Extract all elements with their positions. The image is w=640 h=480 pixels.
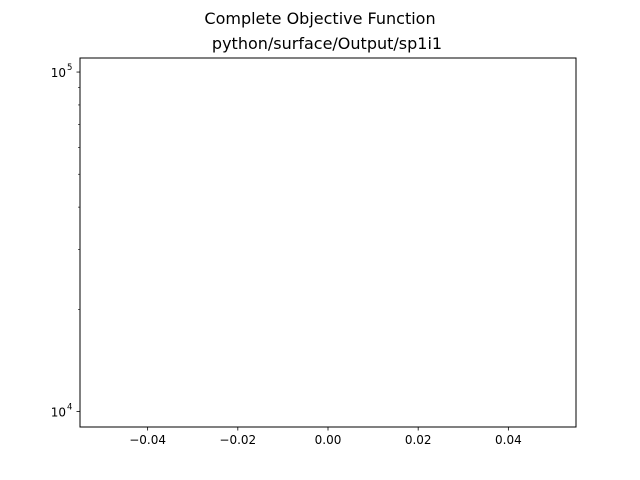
y-tick-label: 10 [51,66,66,80]
x-tick-label: 0.04 [495,433,522,447]
y-tick-label-exponent: 5 [67,63,72,73]
chart-title: Complete Objective Function [204,9,435,28]
x-tick-label: 0.00 [315,433,342,447]
y-tick-label-base: 10 [51,405,66,419]
x-tick-label: −0.02 [219,433,256,447]
x-tick-label: −0.04 [129,433,166,447]
plot-frame [79,57,577,428]
plot-area [80,58,576,427]
y-tick-label-base: 10 [51,66,66,80]
chart-subtitle: python/surface/Output/sp1i1 [212,34,442,53]
y-tick-label: 10 [51,405,66,419]
x-tick-label: 0.02 [405,433,432,447]
y-tick-label-exponent: 4 [67,402,72,412]
x-axis-ticks: −0.04 −0.02 0.00 0.02 0.04 [129,427,522,447]
